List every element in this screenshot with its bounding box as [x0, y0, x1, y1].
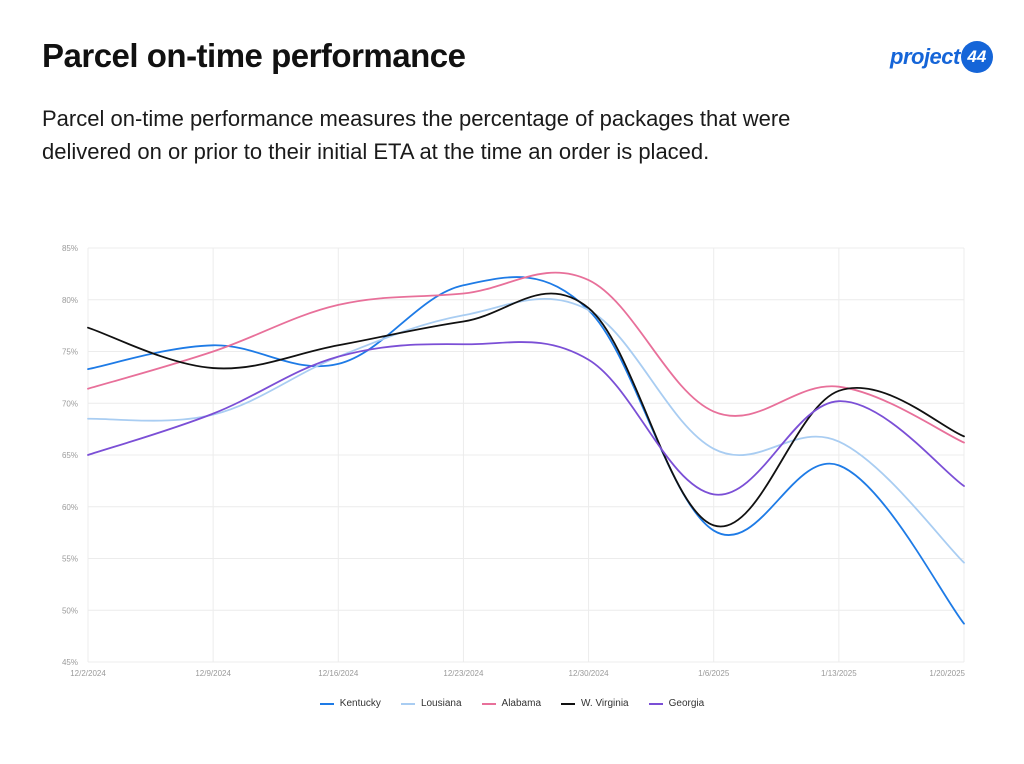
project44-logo: project 44	[890, 40, 993, 74]
page-title: Parcel on-time performance	[42, 37, 466, 74]
series-line-alabama	[87, 271, 965, 444]
logo-text: project	[890, 44, 960, 69]
legend-swatch	[400, 702, 415, 705]
x-tick-label: 1/13/2025	[821, 669, 857, 678]
grid-layer	[87, 247, 965, 663]
legend-swatch	[561, 702, 575, 705]
logo-badge: 44	[960, 41, 993, 73]
x-tick-label: 1/6/2025	[698, 669, 730, 678]
legend-label: Georgia	[668, 698, 705, 709]
legend-item-alabama: Alabama	[481, 698, 541, 709]
series-layer	[87, 271, 965, 625]
legend-item-kentucky: Kentucky	[319, 698, 381, 709]
series-line-w-virginia	[87, 292, 965, 528]
legend-swatch	[319, 702, 334, 705]
y-tick-label: 50%	[62, 606, 78, 615]
legend-swatch	[648, 702, 663, 705]
legend-item-georgia: Georgia	[648, 698, 705, 709]
y-tick-label: 45%	[62, 658, 78, 667]
x-tick-label: 12/9/2024	[195, 669, 231, 678]
legend-item-lousiana: Lousiana	[400, 698, 462, 709]
chart-legend: Kentucky Lousiana Alabama W. Virginia Georgi…	[0, 698, 1024, 709]
y-tick-label: 80%	[62, 296, 78, 305]
legend-label: Alabama	[501, 698, 541, 709]
x-tick-label: 12/23/2024	[443, 669, 484, 678]
legend-swatch	[481, 702, 496, 705]
y-tick-label: 70%	[62, 399, 78, 408]
y-tick-label: 75%	[62, 348, 78, 357]
legend-item-w-virginia: W. Virginia	[561, 698, 629, 709]
legend-label: W. Virginia	[581, 698, 629, 709]
legend-label: Kentucky	[339, 698, 381, 709]
legend-label: Lousiana	[420, 698, 462, 709]
x-tick-label: 12/30/2024	[569, 669, 610, 678]
y-tick-label: 65%	[62, 451, 78, 460]
series-line-georgia	[87, 341, 965, 496]
series-line-kentucky	[87, 276, 965, 625]
line-chart: 45% 50% 55% 60% 65% 70% 75% 80% 85% 12/2/2024 12/9…	[62, 244, 966, 678]
y-tick-label: 85%	[62, 244, 78, 253]
y-tick-label: 60%	[62, 503, 78, 512]
axis-labels: 45% 50% 55% 60% 65% 70% 75% 80% 85% 12/2/2024 12/9…	[62, 244, 966, 678]
x-tick-label: 1/20/2025	[929, 669, 965, 678]
series-line-lousiana	[87, 297, 965, 564]
page-description: Parcel on-time performance measures the …	[42, 106, 791, 164]
x-tick-label: 12/16/2024	[318, 669, 359, 678]
y-tick-label: 55%	[62, 555, 78, 564]
x-tick-label: 12/2/2024	[70, 669, 106, 678]
